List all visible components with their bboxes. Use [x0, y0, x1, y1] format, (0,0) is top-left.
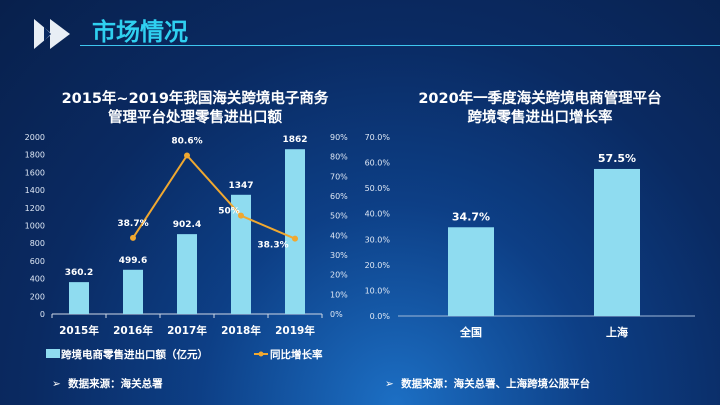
bar-label: 499.6 — [119, 256, 147, 266]
bar-label: 1347 — [228, 181, 253, 191]
y-tick-label: 0 — [40, 310, 45, 319]
chart2-y-tick-label: 0.0% — [370, 312, 391, 321]
growth-label: 38.3% — [257, 241, 288, 251]
chart2-y-tick-label: 30.0% — [365, 235, 391, 244]
source-note-2: ➢ 数据来源：海关总署、上海跨境公服平台 — [385, 378, 591, 390]
growth-line — [132, 153, 296, 240]
chart2-y-tick-label: 60.0% — [365, 159, 391, 168]
growth-point — [292, 235, 298, 242]
legend-bar-label: 跨境电商零售进出口额（亿元） — [61, 348, 208, 361]
y2-tick-label: 20% — [330, 271, 348, 280]
chart2-y-tick-label: 10.0% — [365, 286, 391, 295]
y-tick-label: 800 — [30, 239, 45, 248]
chart2-bar-label: 57.5% — [598, 152, 636, 165]
y-tick-label: 1800 — [25, 151, 45, 160]
y2-tick-label: 0% — [330, 310, 343, 319]
y-tick-label: 400 — [30, 275, 45, 284]
chart2-title: 2020年一季度海关跨境电商管理平台 跨境零售进出口增长率 — [380, 90, 700, 128]
bar-2015年 — [69, 282, 89, 314]
bar-2017年 — [177, 234, 197, 314]
growth-point — [184, 152, 190, 159]
legend-line-marker — [258, 351, 264, 357]
source-note-1: ➢ 数据来源：海关总署 — [52, 378, 163, 390]
x-tick-label: 2016年 — [113, 324, 153, 337]
growth-label: 50% — [218, 207, 240, 217]
bar-2019年 — [285, 149, 305, 314]
chart2-y-tick-label: 20.0% — [365, 261, 391, 270]
chart2-bar-label: 34.7% — [452, 210, 490, 223]
fast-forward-icon — [34, 19, 70, 49]
page-title: 市场情况 — [92, 18, 188, 46]
growth-point — [130, 234, 136, 241]
y-tick-label: 1000 — [25, 222, 45, 231]
y-tick-label: 2000 — [25, 133, 45, 142]
chart2-title-line1: 2020年一季度海关跨境电商管理平台 — [418, 91, 662, 107]
y-tick-label: 1400 — [25, 186, 45, 195]
y2-tick-label: 10% — [330, 290, 348, 299]
y2-tick-label: 80% — [330, 153, 348, 162]
y-tick-label: 1600 — [25, 168, 45, 177]
chart2-y-tick-label: 70.0% — [365, 133, 391, 142]
y2-tick-label: 30% — [330, 251, 348, 260]
chart2-x-tick-label: 全国 — [459, 325, 482, 339]
chart1-title-line1: 2015年~2019年我国海关跨境电子商务 — [61, 91, 329, 107]
x-tick-label: 2018年 — [221, 324, 261, 337]
bar-label: 360.2 — [65, 268, 93, 278]
y2-tick-label: 90% — [330, 133, 348, 142]
chart2-bar-上海 — [594, 168, 640, 316]
y2-tick-label: 70% — [330, 172, 348, 181]
y-tick-label: 200 — [30, 292, 45, 301]
chart2-title-line2: 跨境零售进出口增长率 — [467, 110, 613, 126]
bar-2018年 — [231, 194, 251, 314]
y2-tick-label: 40% — [330, 231, 348, 240]
legend-bar-swatch — [46, 349, 60, 358]
bar-2016年 — [123, 269, 143, 314]
y2-tick-label: 60% — [330, 192, 348, 201]
source-text-1: 数据来源：海关总署 — [68, 378, 163, 390]
x-tick-label: 2015年 — [59, 324, 99, 337]
y2-tick-label: 50% — [330, 212, 348, 221]
bar-label: 1862 — [282, 135, 307, 145]
growth-point — [238, 212, 244, 219]
growth-label: 38.7% — [117, 219, 148, 229]
chart2-y-tick-label: 40.0% — [365, 210, 391, 219]
chart2-y-tick-label: 50.0% — [365, 184, 391, 193]
legend-line-label: 同比增长率 — [270, 348, 323, 361]
chart2-x-tick-label: 上海 — [606, 325, 628, 339]
x-tick-label: 2017年 — [167, 324, 207, 337]
y-tick-label: 600 — [30, 257, 45, 266]
growth-label: 80.6% — [171, 136, 202, 146]
bar-label: 902.4 — [173, 220, 201, 230]
source-text-2: 数据来源：海关总署、上海跨境公服平台 — [401, 378, 591, 390]
chart2-bar-全国 — [448, 227, 494, 316]
x-tick-label: 2019年 — [275, 324, 315, 337]
chart1-title: 2015年~2019年我国海关跨境电子商务 管理平台处理零售进出口额 — [30, 90, 360, 128]
chart1-title-line2: 管理平台处理零售进出口额 — [108, 110, 282, 126]
y-tick-label: 1200 — [25, 204, 45, 213]
title-divider — [80, 45, 720, 46]
